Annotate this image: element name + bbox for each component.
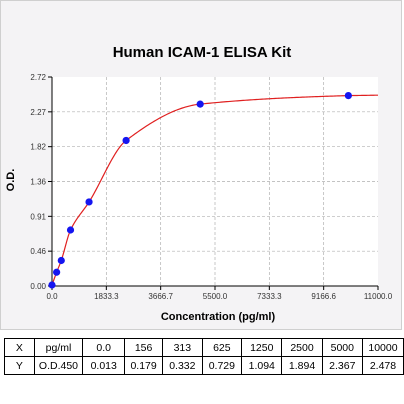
table-cell: 5000 (321, 338, 363, 357)
table-cell: O.D.450 (33, 356, 84, 375)
x-tick-label: 7333.3 (257, 292, 282, 301)
y-tick-label: 2.72 (30, 73, 46, 82)
x-tick-label: 9166.6 (311, 292, 336, 301)
x-tick-label: 3666.7 (148, 292, 173, 301)
data-point (196, 100, 204, 108)
table-row: Y O.D.450 0.013 0.179 0.332 0.729 1.094 1.894 2.… (4, 356, 404, 375)
data-point (344, 91, 352, 100)
y-tick-label: 0.91 (30, 212, 46, 221)
y-tick-label: 0.00 (30, 282, 46, 291)
data-point (48, 281, 56, 289)
y-axis-title: O.D. (5, 169, 17, 192)
table-cell: pg/ml (33, 338, 84, 357)
table-cell: 0.0 (82, 338, 126, 357)
y-tick-label: 0.46 (30, 247, 46, 256)
y-tick-label: 1.36 (30, 178, 46, 187)
data-point (85, 198, 93, 206)
x-tick-label: 5500.0 (203, 292, 228, 301)
table-cell: 2500 (281, 338, 323, 357)
table-cell: X (4, 338, 35, 357)
data-point (57, 256, 65, 265)
data-point (66, 226, 75, 234)
table-cell: 0.013 (82, 356, 126, 375)
x-tick-label: 0.0 (46, 292, 58, 301)
table-cell: 0.332 (162, 356, 203, 375)
table-cell: 1.894 (281, 356, 323, 375)
y-tick-label: 2.27 (30, 108, 46, 117)
chart-title: Human ICAM-1 ELISA Kit (113, 44, 292, 61)
table-cell: Y (4, 356, 35, 375)
table-cell: 625 (201, 338, 243, 357)
chart: Human ICAM-1 ELISA Kit Concentration (pg… (5, 44, 393, 323)
table-cell: 0.179 (124, 356, 164, 375)
table-cell: 0.729 (201, 356, 243, 375)
table-cell: 2.367 (321, 356, 363, 375)
x-tick-label: 11000.0 (364, 292, 393, 301)
table-cell: 1.094 (241, 356, 283, 375)
fit-curve (51, 94, 379, 286)
x-axis-title: Concentration (pg/ml) (161, 311, 276, 323)
table-cell: 10000 (361, 338, 404, 357)
y-tick-label: 1.82 (30, 143, 46, 152)
data-point (53, 268, 61, 276)
table-cell: 156 (124, 338, 164, 357)
table-cell: 2.478 (361, 356, 404, 375)
table-cell: 313 (162, 338, 203, 357)
table-cell: 1250 (241, 338, 283, 357)
x-tick-label: 1833.3 (94, 292, 119, 301)
data-point (122, 136, 130, 145)
